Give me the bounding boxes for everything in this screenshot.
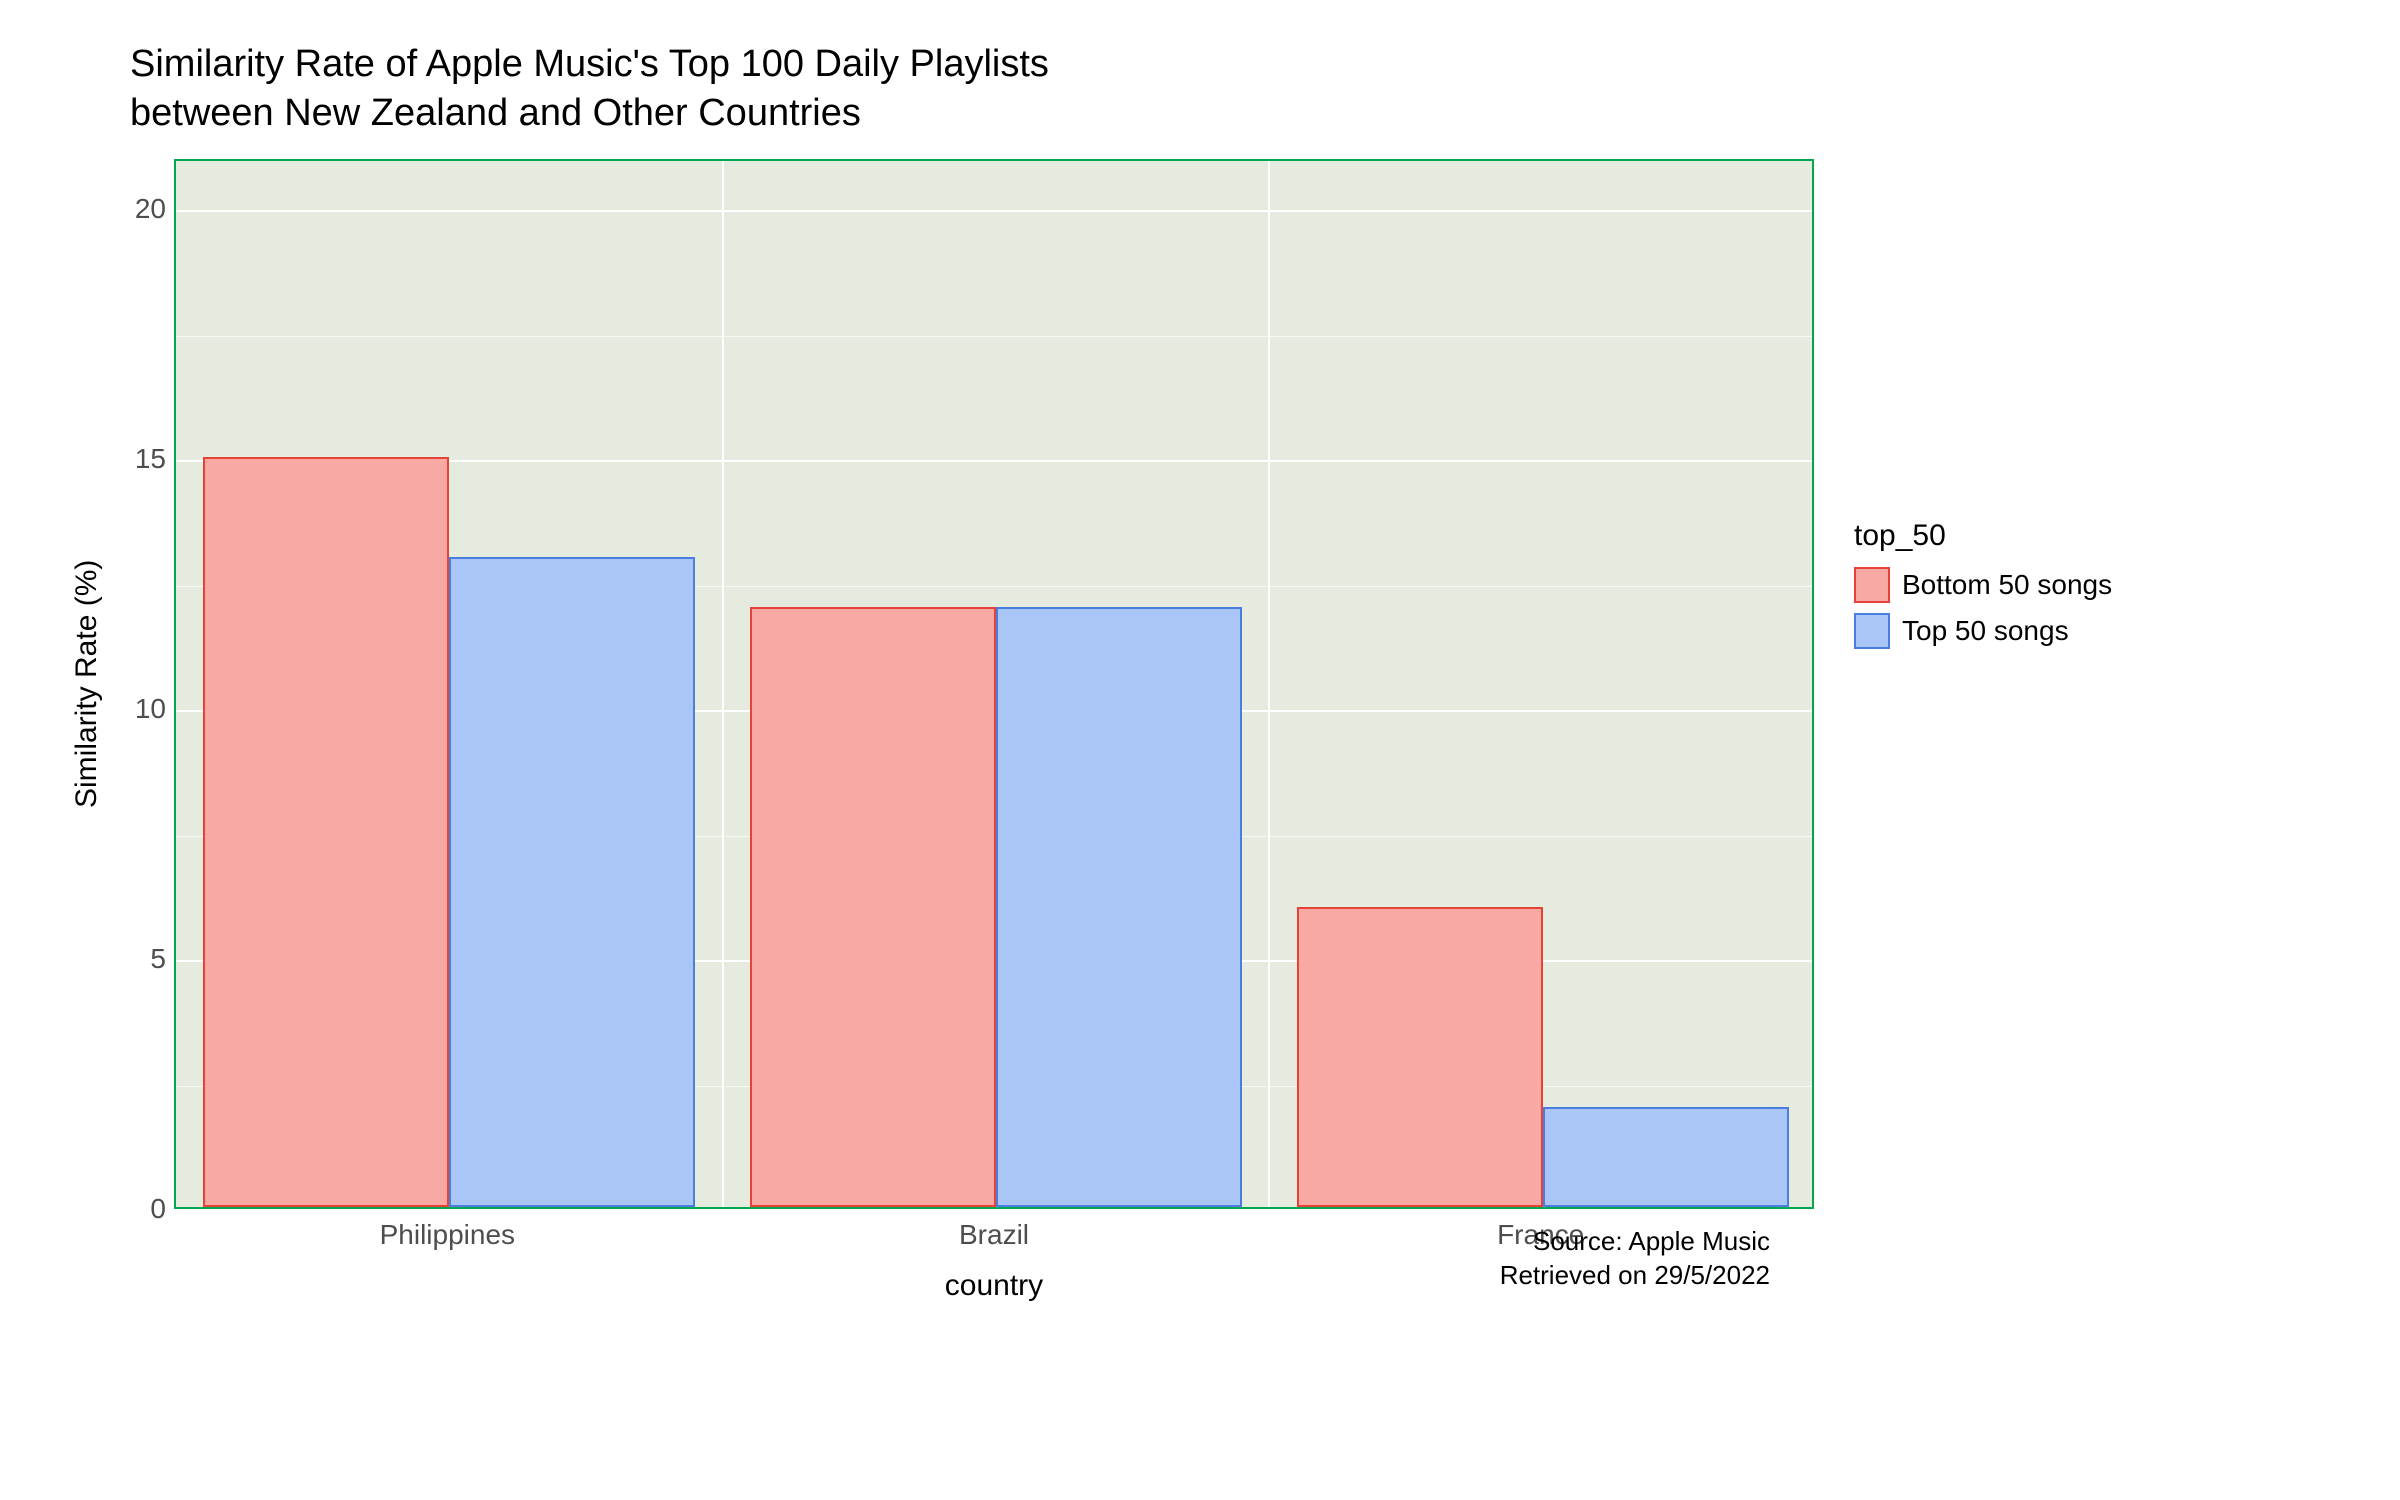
bar bbox=[449, 557, 695, 1207]
gridline-h-minor bbox=[176, 336, 1812, 337]
bar bbox=[1297, 907, 1543, 1207]
gridline-v bbox=[722, 161, 724, 1207]
plot-column: PhilippinesBrazilFrance country bbox=[174, 159, 1814, 1303]
gridline-v bbox=[1268, 161, 1270, 1207]
chart-container: Similarity Rate of Apple Music's Top 100… bbox=[70, 40, 2330, 1303]
y-tick-label: 20 bbox=[135, 193, 166, 225]
title-line-2: between New Zealand and Other Countries bbox=[130, 92, 861, 134]
bar bbox=[1543, 1107, 1789, 1207]
y-ticks: 05101520 bbox=[114, 159, 174, 1209]
y-tick-label: 10 bbox=[135, 693, 166, 725]
legend-item: Bottom 50 songs bbox=[1854, 567, 2112, 603]
caption-line-2: Retrieved on 29/5/2022 bbox=[1500, 1260, 1770, 1290]
axis-row: 05101520 PhilippinesBrazilFrance country bbox=[114, 159, 1814, 1303]
y-tick-label: 0 bbox=[150, 1193, 166, 1225]
legend-swatch bbox=[1854, 613, 1890, 649]
caption: Source: Apple Music Retrieved on 29/5/20… bbox=[1500, 1225, 1770, 1293]
x-tick-label: Brazil bbox=[959, 1219, 1029, 1251]
bar bbox=[750, 607, 996, 1207]
y-tick-label: 5 bbox=[150, 943, 166, 975]
legend-label: Bottom 50 songs bbox=[1902, 569, 2112, 601]
gridline-h bbox=[176, 210, 1812, 212]
plot-area bbox=[174, 159, 1814, 1209]
plot-wrap: Similarity Rate (%) 0 5 10 15 20 Philippines… bbox=[70, 159, 2330, 1303]
legend: top_50 Bottom 50 songs Top 50 songs bbox=[1854, 519, 2112, 659]
x-tick-label: Philippines bbox=[380, 1219, 515, 1251]
legend-item: Top 50 songs bbox=[1854, 613, 2112, 649]
legend-swatch bbox=[1854, 567, 1890, 603]
bar bbox=[996, 607, 1242, 1207]
legend-title: top_50 bbox=[1854, 519, 2112, 553]
legend-items: Bottom 50 songs Top 50 songs bbox=[1854, 567, 2112, 649]
y-axis-label: Similarity Rate (%) bbox=[70, 159, 104, 1209]
caption-line-1: Source: Apple Music bbox=[1533, 1226, 1770, 1256]
title-line-1: Similarity Rate of Apple Music's Top 100… bbox=[130, 43, 1049, 85]
y-tick-label: 15 bbox=[135, 443, 166, 475]
bar bbox=[203, 457, 449, 1207]
chart-title: Similarity Rate of Apple Music's Top 100… bbox=[130, 40, 2330, 139]
legend-label: Top 50 songs bbox=[1902, 615, 2069, 647]
